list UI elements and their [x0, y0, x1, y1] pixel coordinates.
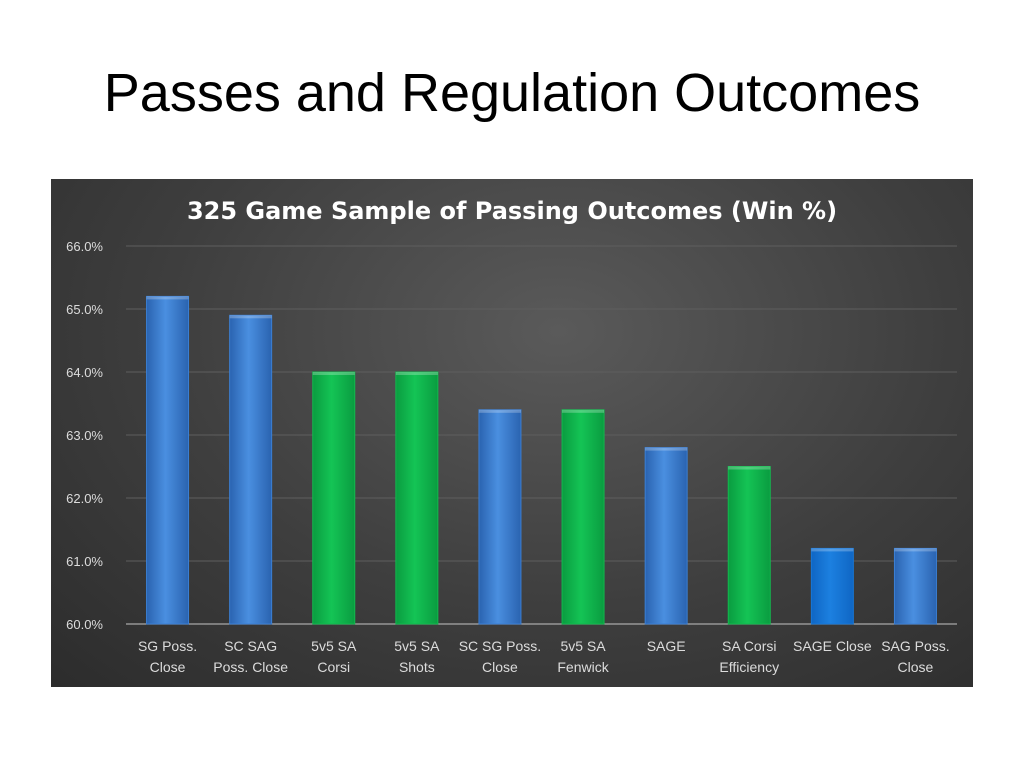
x-category-label: SAG Poss.	[881, 638, 949, 654]
bar	[644, 447, 688, 625]
x-category-label: Shots	[399, 659, 435, 675]
bar-highlight	[645, 447, 688, 451]
x-category-label: SAGE	[647, 638, 686, 654]
x-category-label: SC SAG	[224, 638, 277, 654]
x-category-label: 5v5 SA	[311, 638, 357, 654]
x-category-label: Close	[150, 659, 186, 675]
bar-chart: 325 Game Sample of Passing Outcomes (Win…	[66, 197, 957, 675]
x-category-label: SA Corsi	[722, 638, 776, 654]
y-tick-label: 64.0%	[66, 365, 103, 380]
y-tick-label: 62.0%	[66, 491, 103, 506]
x-category-label: 5v5 SA	[394, 638, 440, 654]
bar	[810, 547, 854, 625]
bar	[727, 466, 771, 625]
slide-title: Passes and Regulation Outcomes	[103, 63, 921, 123]
x-category-label: Close	[898, 659, 934, 675]
y-tick-label: 61.0%	[66, 554, 103, 569]
bar-highlight	[728, 466, 771, 470]
bar	[146, 295, 190, 625]
x-category-label: Corsi	[317, 659, 350, 675]
x-category-label: SG Poss.	[138, 638, 197, 654]
x-category-label: SAGE Close	[793, 638, 872, 654]
bar-highlight	[478, 409, 521, 413]
x-category-label: Fenwick	[557, 659, 609, 675]
y-tick-label: 63.0%	[66, 428, 103, 443]
x-category-label: Poss. Close	[213, 659, 288, 675]
chart-panel: 325 Game Sample of Passing Outcomes (Win…	[51, 179, 973, 687]
y-tick-label: 60.0%	[66, 617, 103, 632]
bar-highlight	[562, 409, 605, 413]
bar	[395, 371, 439, 625]
bar-highlight	[894, 548, 937, 552]
x-category-label: 5v5 SA	[560, 638, 606, 654]
bar-highlight	[146, 296, 189, 300]
bar	[312, 371, 356, 625]
bar-highlight	[395, 372, 438, 375]
bar-highlight	[811, 548, 854, 552]
chart-title: 325 Game Sample of Passing Outcomes (Win…	[187, 197, 837, 225]
bar-highlight	[229, 315, 272, 319]
bar	[561, 409, 605, 625]
bar	[478, 409, 522, 625]
bar	[229, 314, 273, 625]
bar	[893, 547, 937, 625]
y-tick-label: 66.0%	[66, 239, 103, 254]
bar-highlight	[312, 372, 355, 375]
x-category-label: Efficiency	[719, 659, 779, 675]
y-tick-label: 65.0%	[66, 302, 103, 317]
x-category-label: Close	[482, 659, 518, 675]
x-category-label: SC SG Poss.	[459, 638, 541, 654]
